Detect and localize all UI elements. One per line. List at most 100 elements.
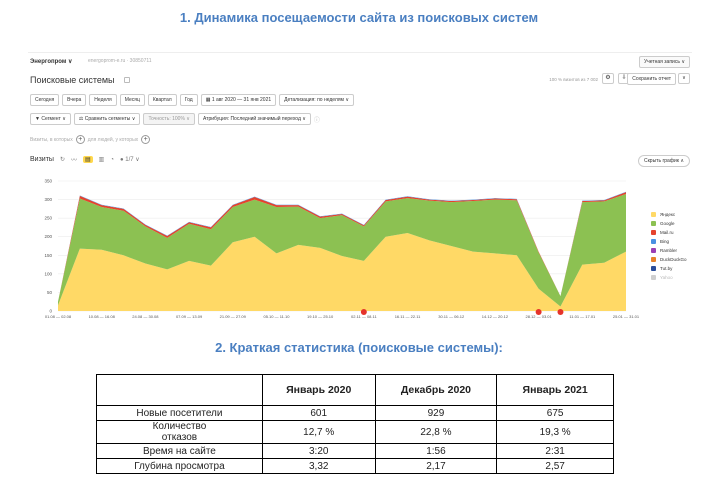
- date-range-picker[interactable]: ▦ 1 авг 2020 — 31 янв 2021: [200, 94, 277, 106]
- y-tick-label: 50: [47, 290, 53, 295]
- chevron-down-icon[interactable]: ∨: [678, 73, 690, 84]
- period-week[interactable]: Неделя: [89, 94, 117, 106]
- row-label: Количество отказов: [96, 420, 263, 444]
- legend-item[interactable]: Google: [651, 219, 687, 228]
- x-tick-label: 11.01 — 17.01: [569, 314, 596, 319]
- legend-item[interactable]: Mail.ru: [651, 228, 687, 237]
- segment-text: Сегмент ∨: [41, 116, 66, 122]
- section-heading-stats: 2. Краткая статистика (поисковые системы…: [215, 340, 503, 355]
- table-cell: 3,32: [261, 458, 376, 474]
- settings-icon[interactable]: ⚙: [602, 73, 614, 84]
- accuracy-text: 100 % визитов из 7 002: [549, 77, 598, 82]
- x-tick-label: 16.11 — 22.11: [395, 314, 421, 319]
- section-heading-traffic: 1. Динамика посещаемости сайта из поиско…: [179, 10, 539, 25]
- x-tick-label: 19.10 — 25.10: [307, 314, 334, 319]
- legend-item[interactable]: Rambler: [651, 246, 687, 255]
- period-toolbar: Сегодня Вчера Неделя Месяц Квартал Год ▦…: [30, 94, 355, 106]
- x-tick-label: 07.09 — 13.09: [176, 314, 203, 319]
- account-button[interactable]: Учетная запись ∨: [638, 56, 690, 68]
- row-label: Новые посетители: [96, 405, 263, 421]
- filter-row: Визиты, в которых + для людей, у которых…: [30, 135, 151, 144]
- compare-icon: ⚖: [78, 116, 85, 122]
- y-tick-label: 150: [44, 253, 52, 258]
- attribution-selector[interactable]: Атрибуция: Последний значимый переход ∨: [197, 113, 311, 125]
- legend-swatch: [651, 275, 656, 280]
- table-header-jan-2020: Январь 2020: [261, 374, 376, 406]
- legend-item[interactable]: Bing: [651, 237, 687, 246]
- goals-selector[interactable]: ● 1/7 ∨: [119, 157, 140, 163]
- table-cell: 1:56: [374, 443, 498, 459]
- period-month[interactable]: Месяц: [119, 94, 145, 106]
- legend-label: Mail.ru: [660, 230, 674, 235]
- metric-label: Визиты: [30, 156, 54, 163]
- legend-item[interactable]: Tut.by: [651, 264, 687, 273]
- legend-label: Yahoo: [660, 275, 673, 280]
- pie-chart-icon[interactable]: ◔: [110, 156, 114, 163]
- table-header-empty: [96, 374, 263, 406]
- x-tick-label: 25.01 — 31.01: [613, 314, 640, 319]
- period-quarter[interactable]: Квартал: [147, 94, 177, 106]
- y-tick-label: 200: [44, 234, 52, 239]
- add-people-filter-icon[interactable]: +: [141, 135, 151, 144]
- x-tick-label: 01.08 — 02.08: [45, 314, 72, 319]
- table-cell: 929: [374, 405, 498, 421]
- compare-text: Сравнить сегменты ∨: [84, 116, 136, 122]
- site-name: energoprom-e.ru · 30850711: [88, 58, 152, 64]
- segment-toolbar: ▼ Сегмент ∨ ⚖ Сравнить сегменты ∨ Точнос…: [30, 113, 320, 125]
- info-icon[interactable]: [124, 77, 130, 83]
- bar-chart-icon[interactable]: ▥: [98, 157, 105, 163]
- hide-chart-button[interactable]: Скрыть график ∧: [638, 155, 690, 167]
- table-cell: 2:31: [496, 443, 614, 459]
- compare-segments-button[interactable]: ⚖ Сравнить сегменты ∨: [73, 113, 141, 125]
- table-cell: 19,3 %: [496, 420, 614, 444]
- table-cell: 12,7 %: [261, 420, 376, 444]
- y-tick-label: 350: [44, 179, 52, 184]
- refresh-icon[interactable]: ↻: [59, 157, 65, 163]
- period-year[interactable]: Год: [179, 94, 198, 106]
- series-area-1: [58, 194, 626, 307]
- table-row: Время на сайте 3:20 1:56 2:31: [96, 443, 614, 459]
- annotation-marker: [557, 309, 564, 315]
- period-yesterday[interactable]: Вчера: [62, 94, 87, 106]
- series-area-3: [58, 191, 626, 302]
- legend-swatch: [651, 257, 656, 262]
- legend-item[interactable]: Yahoo: [651, 273, 687, 282]
- table-cell: 3:20: [261, 443, 376, 459]
- x-tick-label: 30.11 — 06.12: [438, 314, 465, 319]
- table-cell: 2,17: [374, 458, 498, 474]
- table-row: Количество отказов 12,7 % 22,8 % 19,3 %: [96, 420, 614, 444]
- legend-item[interactable]: DuckDuckGo: [651, 255, 687, 264]
- table-cell: 22,8 %: [374, 420, 498, 444]
- y-tick-label: 0: [49, 309, 52, 314]
- legend-label: Google: [660, 221, 675, 226]
- row-label: Время на сайте: [96, 443, 263, 459]
- legend-label: Rambler: [660, 248, 678, 253]
- table-cell: 675: [496, 405, 614, 421]
- table-header-dec-2020: Декабрь 2020: [374, 374, 498, 406]
- x-tick-label: 21.09 — 27.09: [220, 314, 247, 319]
- table-cell: 601: [261, 405, 376, 421]
- calendar-icon: ▦: [205, 97, 212, 103]
- legend-swatch: [651, 248, 656, 253]
- row-label: Глубина просмотра: [96, 458, 263, 474]
- counter-selector[interactable]: Энергопром ∨: [30, 59, 73, 65]
- attribution-info-icon[interactable]: ⓘ: [313, 117, 320, 124]
- legend-swatch: [651, 239, 656, 244]
- segment-button[interactable]: ▼ Сегмент ∨: [30, 113, 71, 125]
- add-visit-filter-icon[interactable]: +: [75, 135, 85, 144]
- line-chart-icon[interactable]: 〰: [70, 158, 77, 164]
- filter-icon: ▼: [35, 116, 42, 122]
- save-report-button[interactable]: Сохранить отчет: [627, 73, 676, 85]
- filter-people-label: для людей, у которых: [87, 136, 139, 143]
- legend-item[interactable]: Яндекс: [651, 210, 687, 219]
- detail-selector[interactable]: Детализация: по неделям ∨: [279, 94, 355, 106]
- metrika-panel: Энергопром ∨ energoprom-e.ru · 30850711 …: [28, 52, 692, 326]
- precision-selector[interactable]: Точность: 100% ∨: [143, 113, 195, 125]
- table-row: Глубина просмотра 3,32 2,17 2,57: [96, 458, 614, 474]
- page-title: Поисковые системы: [30, 75, 115, 85]
- legend-swatch: [651, 221, 656, 226]
- area-chart-icon[interactable]: ▤: [82, 156, 93, 163]
- period-today[interactable]: Сегодня: [30, 94, 60, 106]
- legend-swatch: [651, 212, 656, 217]
- table-header-row: Январь 2020 Декабрь 2020 Январь 2021: [96, 374, 614, 406]
